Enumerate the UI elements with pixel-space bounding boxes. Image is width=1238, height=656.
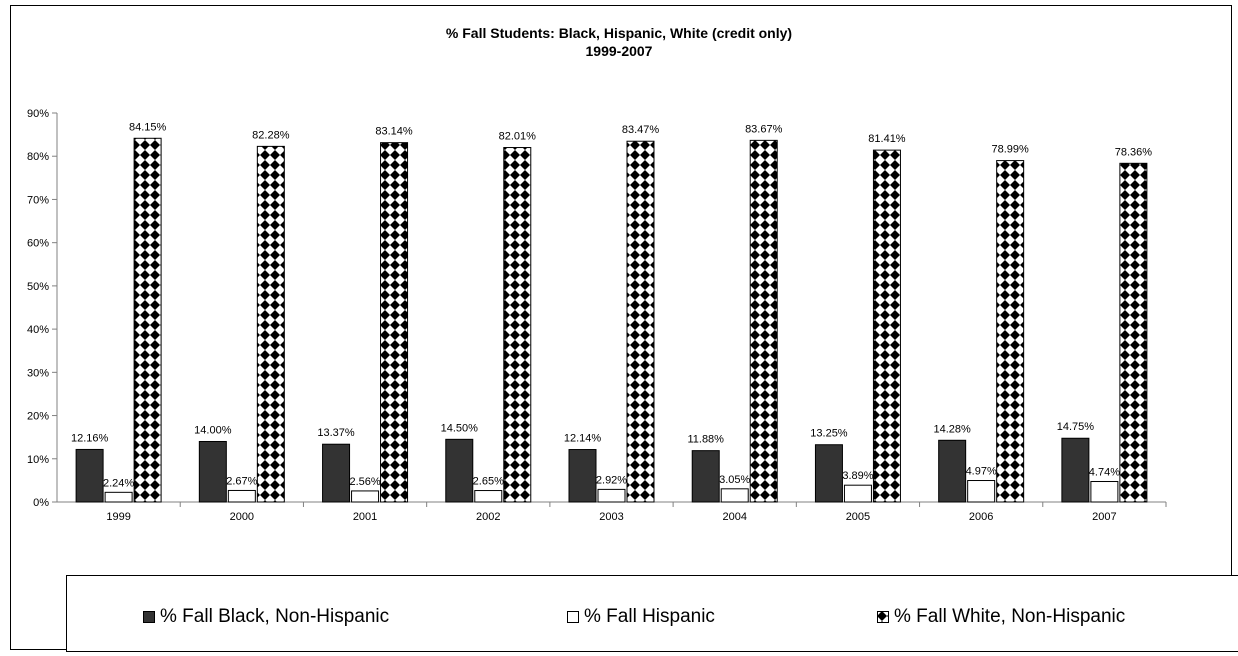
data-label: 2.67% [226,475,257,487]
x-tick-label: 2007 [1092,511,1116,523]
bar-hispanic [104,491,133,503]
bar-hispanic [351,490,380,503]
legend-label-hispanic: % Fall Hispanic [584,606,715,627]
x-tick-label: 1999 [106,511,130,523]
legend-item-black: % Fall Black, Non-Hispanic [143,606,389,628]
bar-black [938,439,967,503]
data-label: 2.65% [473,476,504,488]
data-label: 14.75% [1057,421,1095,433]
data-label: 82.28% [252,129,290,141]
data-label: 3.89% [842,470,873,482]
data-label: 83.47% [622,124,660,136]
bar-white [996,160,1025,503]
data-label: 83.14% [375,126,413,138]
y-tick-label: 80% [27,151,49,163]
bar-hispanic [474,490,503,503]
x-tick-label: 2003 [599,511,623,523]
data-label: 13.37% [317,427,355,439]
y-tick-label: 30% [27,367,49,379]
bar-hispanic [1090,481,1119,503]
data-label: 83.67% [745,123,783,135]
chart-frame [10,5,1232,650]
bar-black [75,448,104,503]
data-label: 82.01% [499,131,537,143]
bar-hispanic [227,489,256,503]
data-label: 81.41% [868,133,906,145]
bar-hispanic [597,488,626,503]
data-label: 14.00% [194,424,232,436]
chart-subtitle: 1999-2007 [585,43,653,59]
bar-white [133,137,162,503]
data-label: 4.74% [1089,467,1120,479]
data-label: 14.28% [934,423,972,435]
bar-hispanic [967,480,996,503]
y-tick-label: 0% [33,497,49,509]
bar-black [322,443,351,503]
bar-white [872,149,901,503]
bar-white [380,142,409,503]
legend-label-black: % Fall Black, Non-Hispanic [160,606,390,627]
data-label: 12.14% [564,433,602,445]
data-label: 2.92% [596,474,627,486]
y-tick-label: 40% [27,324,49,336]
y-tick-label: 70% [27,194,49,206]
bar-black [814,444,843,503]
bar-white [626,140,655,503]
data-label: 84.15% [129,121,167,133]
bar-white [1119,162,1148,503]
data-label: 4.97% [966,466,997,478]
data-label: 3.05% [719,474,750,486]
x-tick-label: 2006 [969,511,993,523]
x-tick-label: 2004 [722,511,746,523]
y-tick-label: 90% [27,108,49,120]
bar-hispanic [720,488,749,503]
data-label: 12.16% [71,432,109,444]
bar-black [198,440,227,503]
bar-white [256,145,285,503]
bar-white [503,147,532,503]
y-tick-label: 10% [27,454,49,466]
bar-black [1061,437,1090,503]
x-tick-label: 2002 [476,511,500,523]
bar-black [445,438,474,503]
y-tick-label: 20% [27,411,49,423]
data-label: 11.88% [687,434,724,446]
chart-title: % Fall Students: Black, Hispanic, White … [445,25,793,41]
legend-item-hispanic: % Fall Hispanic [567,606,715,628]
data-label: 2.24% [103,477,134,489]
bar-white [749,139,778,503]
legend-swatch-black [143,611,155,623]
y-tick-label: 50% [27,281,49,293]
bar-hispanic [843,484,872,503]
legend-swatch-hispanic [567,611,579,623]
x-tick-label: 2005 [846,511,870,523]
legend: % Fall Black, Non-Hispanic % Fall Hispan… [66,575,1238,652]
data-label: 78.36% [1115,146,1153,158]
x-tick-label: 2001 [353,511,377,523]
data-label: 2.56% [349,476,380,488]
legend-item-white: % Fall White, Non-Hispanic [877,606,1125,628]
bar-black [568,449,597,503]
y-tick-label: 60% [27,238,49,250]
x-tick-label: 2000 [230,511,254,523]
data-label: 78.99% [992,144,1030,156]
legend-swatch-white [877,611,889,623]
legend-label-white: % Fall White, Non-Hispanic [894,606,1126,627]
data-label: 14.50% [441,422,479,434]
data-label: 13.25% [810,428,848,440]
bar-black [691,450,720,503]
